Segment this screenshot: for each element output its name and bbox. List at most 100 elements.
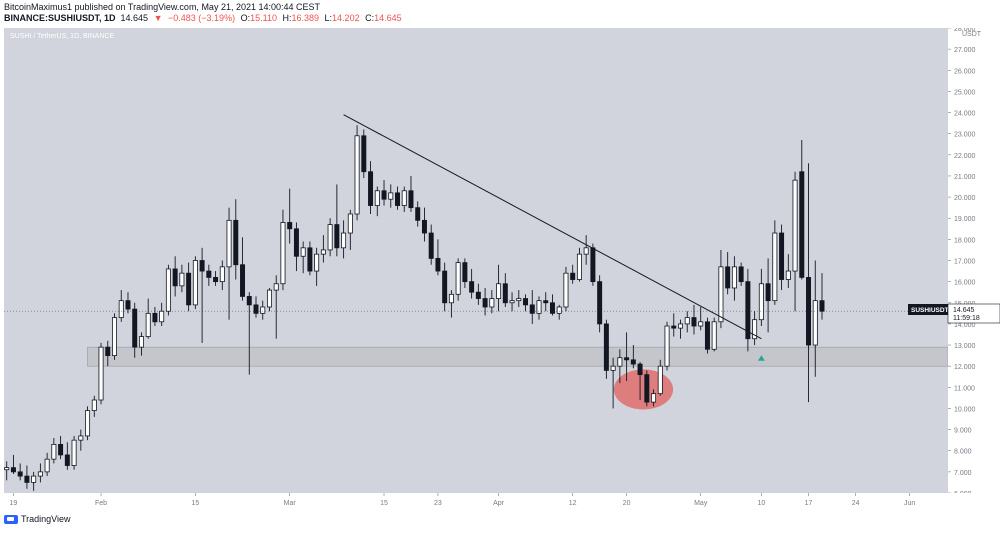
price-tick-label: 11.000 [954,385,975,392]
price-tick-label: 28.000 [954,28,976,33]
candle [145,298,151,339]
candle [361,129,367,179]
price-tick-label: 13.000 [954,343,976,350]
candle [206,264,212,286]
candle [684,311,690,333]
candle [563,266,569,312]
candle-body [206,270,212,278]
time-tick-label: 20 [623,500,631,507]
candle-body [448,293,454,304]
publish-info: BitcoinMaximus1 published on TradingView… [4,2,321,12]
candle [819,273,825,320]
candle [341,220,347,259]
candle [354,125,360,221]
candle-body [307,247,313,272]
time-axis[interactable]: 19 Feb 15 Mar 15 23 Apr 12 20 May 10 17 24 Jun [4,493,1000,511]
candle-body [543,300,549,304]
price-tick-label: 16.000 [954,280,976,287]
candle [138,332,144,356]
candle [624,332,630,381]
candle [704,317,710,354]
candle-body [152,312,158,323]
candle-body [556,306,562,314]
candle-body [314,253,320,272]
candle [576,247,582,282]
candle [725,252,731,295]
candle [85,406,91,441]
price-unit-label: USDT [962,31,982,38]
last-price: 14.645 [120,13,149,23]
candle [347,209,353,250]
candle [502,273,508,307]
candle [637,361,643,400]
candle-body [408,190,414,209]
candle-body [240,264,246,297]
candle [496,264,502,312]
candle-body [253,304,259,314]
candle-body [590,247,596,283]
candle [179,264,185,293]
candle-body [644,374,650,403]
candle-body [246,296,252,306]
candle-body [138,336,144,348]
candle [455,258,461,301]
candle [415,201,421,227]
price-tick-label: 23.000 [954,132,976,139]
candle-body [549,302,555,314]
candle [603,319,609,379]
candle [401,186,407,212]
candle [489,290,495,314]
candle-body [536,300,542,314]
candle-body [91,399,97,411]
candle [314,247,320,286]
candle [199,247,205,343]
candle-body [442,270,448,304]
candle [570,264,576,284]
candle [765,258,771,333]
candle-body [341,232,347,249]
price-chart-area[interactable]: SUSHI / TetherUS, 1D, BINANCE [4,28,948,493]
candle [785,254,791,288]
candle [287,188,293,244]
candle-body [684,317,690,325]
footer-brand: TradingView [21,514,71,524]
price-tick-label: 21.000 [954,174,976,181]
time-tick-label: 19 [10,500,18,507]
price-axis[interactable]: 6.0007.0008.0009.00010.00011.00012.00013… [948,26,1000,498]
candle-body [570,272,576,280]
price-tick-label: 10.000 [954,406,976,413]
candle-body [213,277,219,283]
candle [738,262,744,286]
open-label: O: [240,13,251,23]
symbol-tag-label: SUSHIUSDT [911,307,949,314]
up-arrow-marker [757,355,765,361]
candle [516,290,522,307]
candle [630,345,636,369]
candle-body [300,247,306,257]
candle [718,249,724,329]
time-tick-label: Mar [284,500,297,507]
candle-body [704,321,710,350]
candle [556,304,562,320]
candle-body [475,291,481,299]
candle-body [280,222,286,285]
highlight-ellipse [613,369,674,410]
price-tick-label: 27.000 [954,47,976,54]
candle [253,296,259,318]
low-value: 14.202 [332,13,360,23]
chart-header: BitcoinMaximus1 published on TradingView… [4,2,405,24]
candle-body [186,272,192,306]
candle-body [395,192,400,206]
candle [307,241,313,276]
candle-body [698,321,704,327]
candle-body [799,171,805,278]
candle [172,256,178,297]
candle [71,435,77,470]
price-tick-label: 26.000 [954,68,976,75]
candle [105,340,111,367]
candle [590,243,596,286]
candle [233,199,239,280]
candle [334,184,340,257]
candlestick-chart[interactable] [4,28,948,493]
candle-body [657,365,663,395]
